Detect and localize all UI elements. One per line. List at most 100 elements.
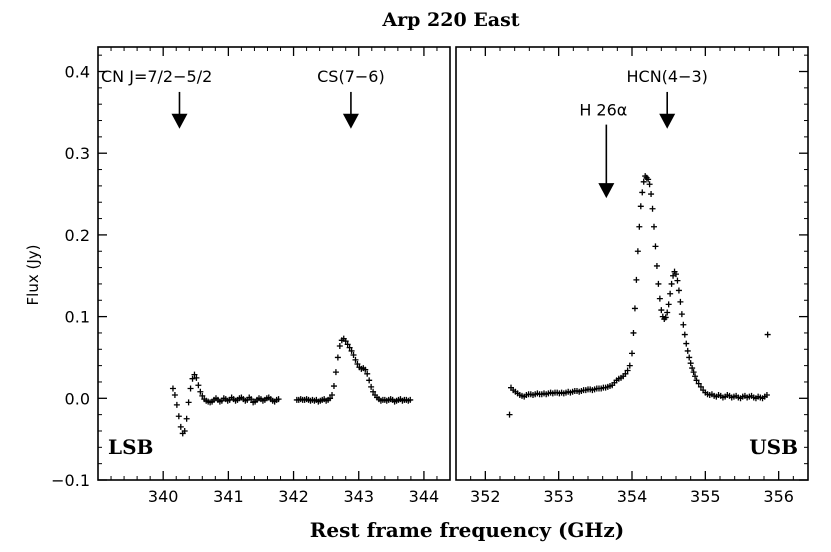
data-point [354,360,361,367]
data-point [362,366,369,373]
x-tick-label: 355 [690,487,721,506]
data-point [199,392,206,399]
data-point [686,354,693,361]
data-point [656,295,663,302]
data-point [639,189,646,196]
data-point [364,370,371,377]
data-point [763,392,770,399]
line-annotation: CS(7−6) [317,67,385,86]
data-point [346,344,353,351]
data-point [668,280,675,287]
data-point [183,415,190,422]
data-point [330,383,337,390]
data-point [352,356,359,363]
data-point [630,329,637,336]
data-point [665,301,672,308]
x-tick-label: 343 [343,487,374,506]
panels: 340 341 342 343 344 −0.1 0.0 0.1 0.2 0.3 0.4 LSB CN … [51,46,809,506]
data-point [370,388,377,395]
x-axis-label: Rest frame frequency (GHz) [310,518,624,542]
data-point [693,377,700,384]
data-point [695,380,702,387]
x-tick-label: 342 [278,487,309,506]
data-point [633,276,640,283]
data-series-lsb [169,335,414,437]
x-tick-label: 340 [148,487,179,506]
data-point [626,362,633,369]
chart-title: Arp 220 East [381,9,519,31]
panel-usb: 352 353 354 355 356 USB H 26α HCN(4−3) [455,46,809,506]
data-point [675,287,682,294]
plot-frame [97,46,451,481]
data-point [185,399,192,406]
x-tick-label: 352 [470,487,501,506]
data-point [197,388,204,395]
data-point [640,178,647,185]
data-point [658,307,665,314]
x-tick-label: 354 [617,487,648,506]
data-point [683,340,690,347]
data-point [191,371,198,378]
x-tick-label: 341 [213,487,244,506]
data-point [646,181,653,188]
data-point [637,203,644,210]
data-point [175,413,182,420]
data-point [366,377,373,384]
data-point [636,223,643,230]
annotation-arrow-head [342,113,359,129]
data-point [648,191,655,198]
data-point [344,341,351,348]
data-point [653,262,660,269]
data-point [177,423,184,430]
data-point [651,223,657,230]
sideband-label: USB [749,435,798,459]
line-annotation: HCN(4−3) [626,67,707,86]
data-point [677,298,684,305]
data-point [681,331,688,338]
data-point [652,243,659,250]
data-point [173,401,180,408]
line-annotation: CN J=7/2−5/2 [101,67,212,86]
data-point [368,383,375,390]
data-point [645,176,652,183]
data-point [171,392,178,399]
data-point [329,392,336,399]
y-tick-label: 0.1 [65,308,90,327]
data-point [655,280,662,287]
annotation-arrow-head [598,183,615,199]
data-point [692,373,699,380]
x-tick-label: 344 [409,487,440,506]
x-tick-label: 353 [543,487,574,506]
data-point [336,343,343,350]
data-point [764,331,771,338]
data-point [634,248,641,255]
data-point [667,290,674,297]
data-point [348,347,355,354]
data-series-usb [506,173,771,418]
data-point [684,347,691,354]
data-point [193,374,200,381]
data-point [622,370,629,377]
data-point [697,383,704,390]
data-point [327,395,334,402]
data-point [334,354,341,361]
data-point [629,350,635,357]
data-point [690,369,697,376]
data-point [181,427,188,434]
data-point [342,338,349,345]
data-point [687,360,694,367]
data-point [189,375,196,382]
x-tick-label: 356 [763,487,794,506]
annotation-arrow-head [171,113,188,129]
data-point [680,321,687,328]
data-point [662,314,669,321]
data-point [649,205,656,212]
data-point [678,311,685,318]
data-point [673,271,679,278]
data-point [631,305,638,312]
data-point [332,369,339,376]
data-point [689,365,696,372]
data-point [664,309,671,316]
sideband-label: LSB [108,435,153,459]
y-tick-label: 0.4 [65,63,90,82]
